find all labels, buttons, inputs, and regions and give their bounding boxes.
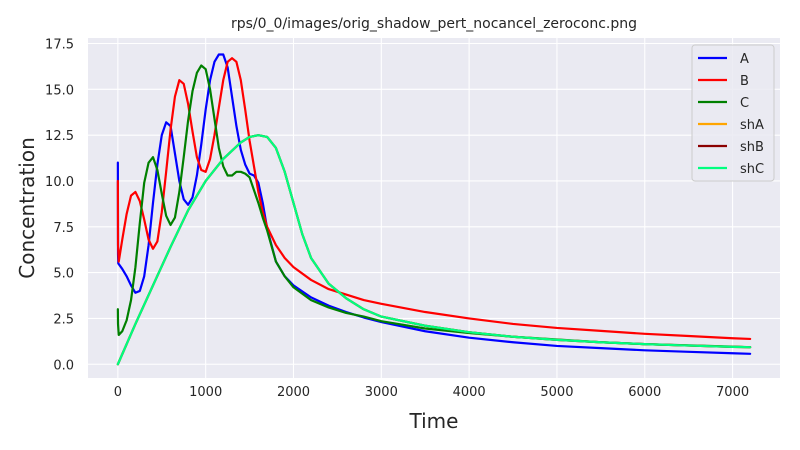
series-line-b xyxy=(116,57,752,341)
y-tick-label: 7.5 xyxy=(53,221,74,236)
legend-label-shc: shC xyxy=(740,162,764,177)
x-tick-label: 5000 xyxy=(540,385,573,400)
x-tick-label: 3000 xyxy=(365,385,398,400)
x-tick-label: 4000 xyxy=(453,385,486,400)
y-tick-label: 2.5 xyxy=(53,312,74,327)
x-tick-label: 1000 xyxy=(189,385,222,400)
y-tick-label: 5.0 xyxy=(53,267,74,282)
x-tick-label: 2000 xyxy=(277,385,310,400)
series-layer xyxy=(116,53,752,366)
series-line-shc xyxy=(116,134,752,366)
y-tick-label: 10.0 xyxy=(45,175,74,190)
legend-label-a: A xyxy=(740,52,749,67)
legend-label-shb: shB xyxy=(740,140,764,155)
legend-label-b: B xyxy=(740,74,749,89)
legend-label-c: C xyxy=(740,96,749,111)
legend-label-sha: shA xyxy=(740,118,764,133)
y-tick-label: 0.0 xyxy=(53,358,74,373)
ticks: 0 1000 2000 3000 4000 5000 6000 7000 0.0 2.5 5.0 7.… xyxy=(45,37,749,400)
y-tick-label: 12.5 xyxy=(45,129,74,144)
plot-area xyxy=(88,38,780,378)
y-tick-label: 17.5 xyxy=(45,37,74,52)
y-axis-label: Concentration xyxy=(15,137,39,278)
grid xyxy=(88,38,780,378)
x-tick-label: 7000 xyxy=(716,385,749,400)
y-tick-label: 15.0 xyxy=(45,83,74,98)
legend-box xyxy=(691,44,775,182)
x-tick-label: 6000 xyxy=(628,385,661,400)
x-tick-label: 0 xyxy=(114,385,122,400)
x-axis-label: Time xyxy=(409,409,459,433)
chart-title: rps/0_0/images/orig_shadow_pert_nocancel… xyxy=(231,16,637,32)
series-line-a xyxy=(116,53,752,355)
series-line-c xyxy=(116,64,752,349)
